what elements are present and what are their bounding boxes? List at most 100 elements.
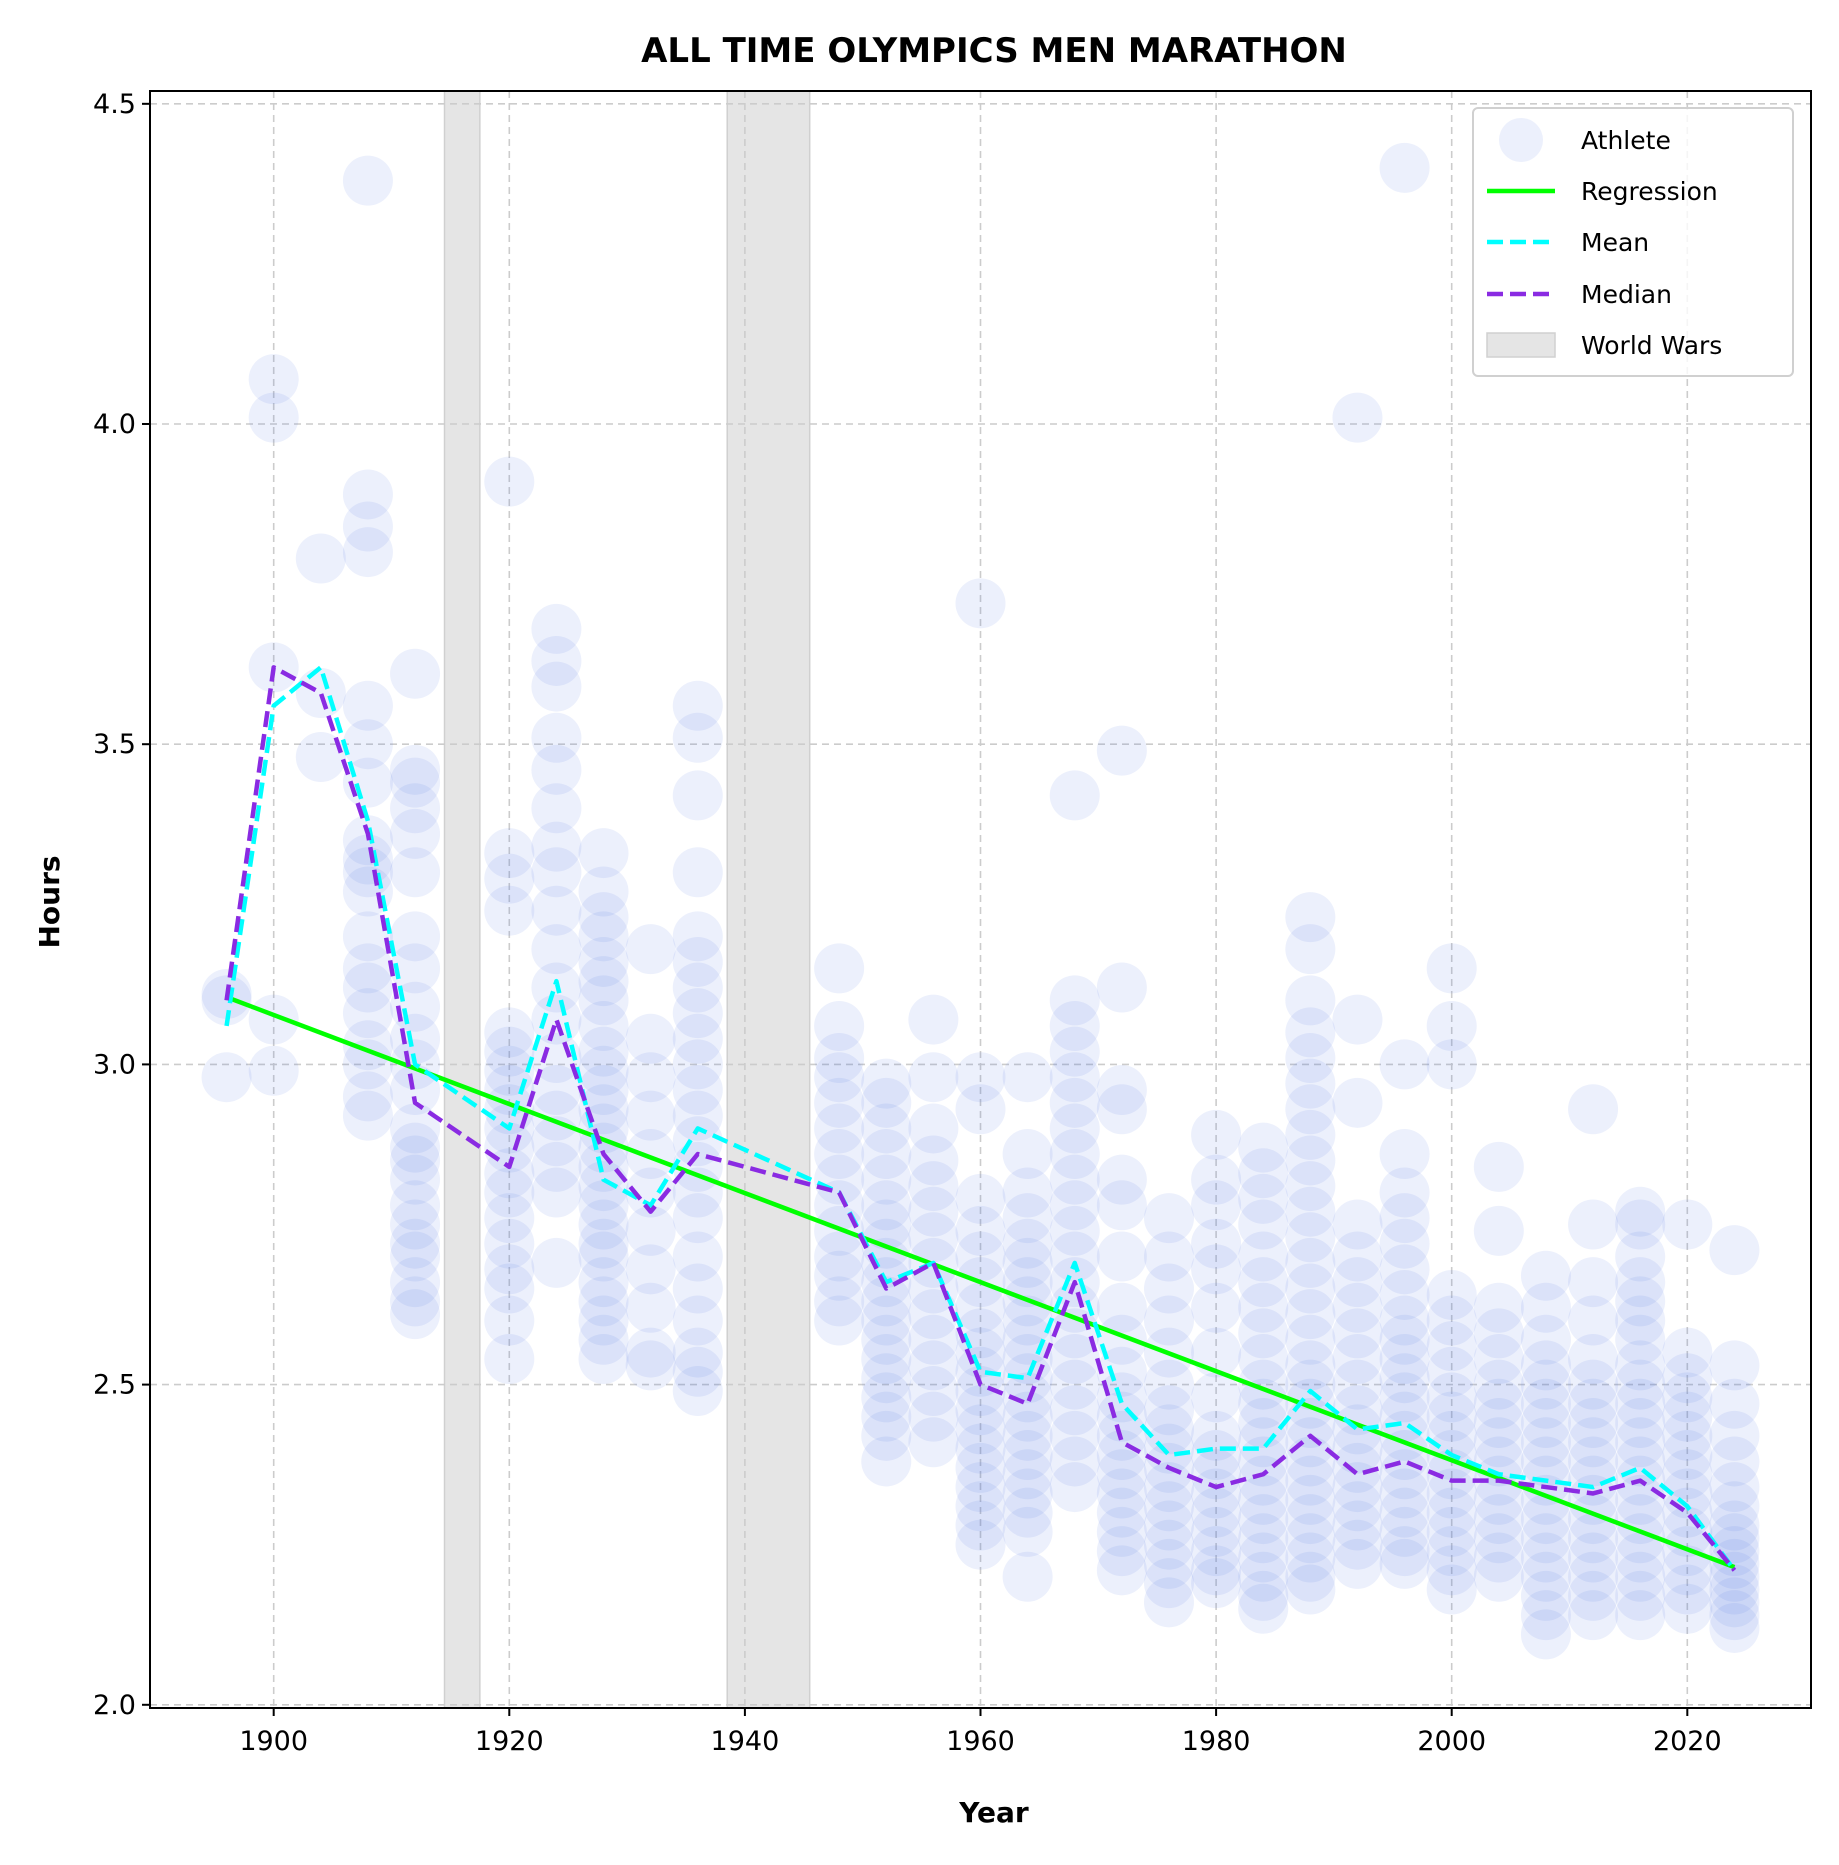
athlete-point	[531, 1141, 582, 1192]
athlete-point	[1473, 1532, 1524, 1583]
athlete-point	[1379, 1449, 1430, 1500]
athlete-point	[1379, 1333, 1430, 1384]
athlete-point	[625, 1327, 676, 1378]
athlete-point	[1332, 1231, 1383, 1282]
athlete-point	[672, 1065, 723, 1116]
athlete-point	[1662, 1545, 1713, 1596]
athlete-point	[1143, 1404, 1194, 1455]
athlete-point	[1143, 1193, 1194, 1244]
athlete-point	[1662, 1327, 1713, 1378]
athlete-point	[1285, 1455, 1336, 1506]
athlete-point	[1473, 1417, 1524, 1468]
athlete-point	[1615, 1295, 1666, 1346]
athlete-point	[531, 821, 582, 872]
athlete-point	[484, 1007, 535, 1058]
athlete-point	[1191, 1430, 1242, 1481]
athlete-point	[531, 661, 582, 712]
athlete-point	[1191, 1244, 1242, 1295]
athlete-point	[1332, 1462, 1383, 1513]
athlete-point	[1285, 1564, 1336, 1615]
athlete-point	[1662, 1391, 1713, 1442]
athlete-point	[1285, 1109, 1336, 1160]
athlete-point	[814, 1103, 865, 1154]
athlete-point	[625, 1167, 676, 1218]
athlete-point	[1520, 1513, 1571, 1564]
athlete-point	[1285, 892, 1336, 943]
athlete-point	[861, 1276, 912, 1327]
athlete-point	[1615, 1378, 1666, 1429]
athlete-point	[1615, 1314, 1666, 1365]
athlete-point	[390, 1135, 441, 1186]
y-tick-label: 2.5	[93, 1370, 136, 1401]
athlete-point	[625, 924, 676, 975]
athlete-point	[1662, 1372, 1713, 1423]
athlete-point	[672, 1231, 723, 1282]
athlete-point	[390, 1257, 441, 1308]
athlete-point	[1285, 1084, 1336, 1135]
athlete-point	[578, 1231, 629, 1282]
athlete-point	[342, 1071, 393, 1122]
athlete-point	[1002, 1449, 1053, 1500]
legend-athlete-marker	[1499, 118, 1543, 162]
athlete-point	[578, 1276, 629, 1327]
athlete-point	[955, 1442, 1006, 1493]
athlete-point	[578, 1026, 629, 1077]
athlete-point	[1662, 1199, 1713, 1250]
athlete-point	[955, 1385, 1006, 1436]
athlete-point	[1238, 1378, 1289, 1429]
athlete-point	[248, 1045, 299, 1096]
athlete-point	[672, 712, 723, 763]
legend-box	[1472, 107, 1794, 377]
athlete-point	[908, 1391, 959, 1442]
athlete-point	[672, 1193, 723, 1244]
athlete-point	[578, 936, 629, 987]
athlete-point	[861, 1314, 912, 1365]
athlete-point	[484, 1218, 535, 1269]
athlete-point	[1238, 1148, 1289, 1199]
athlete-point	[955, 1366, 1006, 1417]
athlete-point	[1332, 1077, 1383, 1128]
athlete-point	[1615, 1340, 1666, 1391]
athlete-point	[1473, 1378, 1524, 1429]
athlete-point	[1332, 1385, 1383, 1436]
athlete-point	[1473, 1513, 1524, 1564]
x-tick-label: 1920	[475, 1726, 544, 1757]
athlete-point	[578, 1295, 629, 1346]
athlete-point	[578, 1065, 629, 1116]
athlete-point	[672, 680, 723, 731]
athlete-point	[955, 1205, 1006, 1256]
athlete-point	[1002, 1506, 1053, 1557]
athlete-point	[1143, 1558, 1194, 1609]
y-tick-label: 3.0	[93, 1049, 136, 1080]
athlete-point	[1285, 1513, 1336, 1564]
athlete-point	[1520, 1551, 1571, 1602]
athlete-point	[1049, 1103, 1100, 1154]
athlete-point	[1191, 1180, 1242, 1231]
athlete-point	[1191, 1372, 1242, 1423]
athlete-point	[1143, 1385, 1194, 1436]
x-tick-label: 2020	[1653, 1726, 1722, 1757]
athlete-point	[484, 1263, 535, 1314]
athlete-point	[484, 1333, 535, 1384]
athlete-point	[672, 936, 723, 987]
athlete-point	[1285, 1161, 1336, 1212]
athlete-point	[1615, 1398, 1666, 1449]
athlete-point	[531, 712, 582, 763]
athlete-point	[390, 1218, 441, 1269]
athlete-point	[390, 1013, 441, 1064]
athlete-point	[814, 1154, 865, 1205]
athlete-point	[1238, 1551, 1289, 1602]
athlete-point	[1426, 1391, 1477, 1442]
athlete-point	[955, 1231, 1006, 1282]
athlete-point	[1426, 1487, 1477, 1538]
athlete-point	[1332, 994, 1383, 1045]
athlete-point	[578, 866, 629, 917]
athlete-point	[1238, 1173, 1289, 1224]
athlete-point	[1615, 1494, 1666, 1545]
athlete-point	[814, 1032, 865, 1083]
athlete-point	[1143, 1577, 1194, 1628]
athlete-point	[578, 892, 629, 943]
athlete-point	[342, 719, 393, 770]
athlete-point	[1285, 1212, 1336, 1263]
